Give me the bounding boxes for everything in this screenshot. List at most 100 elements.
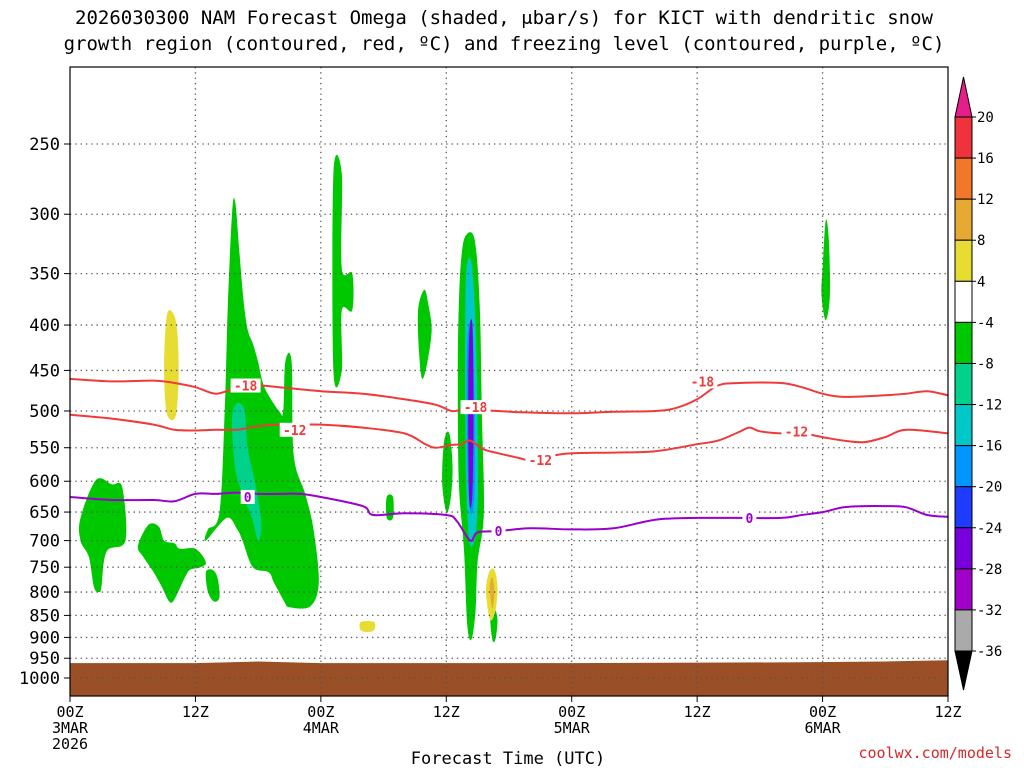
x-tick-label-0-1: 3MAR — [52, 719, 89, 737]
omega-region-3 — [204, 198, 319, 609]
omega-region-0 — [78, 478, 127, 593]
x-tick-label-5-0: 12Z — [684, 703, 711, 721]
y-tick-label-250: 250 — [29, 135, 60, 155]
contour-labels: -18 -18 -18 -12 -12 -12 0 0 0 — [230, 374, 812, 540]
omega-shaded-regions — [78, 154, 831, 643]
y-tick-label-850: 850 — [29, 606, 60, 626]
terrain-fill — [70, 660, 948, 696]
contour-label-bg-1-1 — [525, 453, 556, 468]
colorbar-band-9 — [954, 486, 973, 529]
terrain-layer — [70, 660, 948, 696]
x-tick-label-4-0: 00Z — [558, 703, 585, 721]
contour-label-1-1: -12 — [529, 454, 552, 469]
colorbar-top-arrow — [954, 76, 973, 118]
colorbar-tick-label-13: -36 — [977, 644, 1002, 660]
x-tick-label-0-0: 00Z — [56, 703, 83, 721]
x-tick-label-7-0: 12Z — [934, 703, 961, 721]
contour-line-1 — [70, 413, 948, 462]
y-tick-label-550: 550 — [29, 439, 60, 459]
colorbar: 20 16 12 8 4 -4 -8 -12 -16 -20 -24 -28 -32 -36 — [954, 76, 1002, 691]
x-tick-label-3-0: 12Z — [433, 703, 460, 721]
omega-region-4 — [231, 402, 262, 541]
x-tick-label-4-1: 5MAR — [554, 719, 591, 737]
omega-region-1 — [137, 523, 207, 603]
contour-label-0-1: -18 — [464, 401, 488, 416]
x-tick-label-1-0: 12Z — [182, 703, 209, 721]
contour-label-1-2: -12 — [785, 425, 808, 440]
contour-lines — [70, 377, 948, 542]
colorbar-band-5 — [954, 321, 973, 364]
colorbar-band-3 — [954, 239, 973, 282]
colorbar-band-2 — [954, 198, 973, 241]
x-tick-label-2-0: 00Z — [307, 703, 334, 721]
contour-label-bg-2-1 — [491, 524, 506, 539]
x-tick-label-2-1: 4MAR — [303, 719, 340, 737]
footer-credit: coolwx.com/models — [858, 744, 1012, 762]
colorbar-tick-label-5: -4 — [977, 315, 994, 331]
colorbar-band-7 — [954, 404, 973, 447]
y-tick-label-900: 900 — [29, 628, 60, 648]
plot-frame — [69, 66, 949, 697]
colorbar-tick-label-7: -12 — [977, 398, 1002, 414]
colorbar-band-10 — [954, 527, 973, 570]
omega-region-17 — [489, 577, 495, 609]
chart-subtitle: growth region (contoured, red, ºC) and f… — [64, 33, 945, 55]
colorbar-tick-label-4: 4 — [977, 274, 985, 290]
y-tick-label-650: 650 — [29, 503, 60, 523]
x-tick-label-0-2: 2026 — [52, 735, 88, 753]
y-tick-label-700: 700 — [29, 532, 60, 552]
contour-label-bg-2-2 — [742, 510, 757, 525]
omega-region-2 — [164, 310, 179, 421]
y-tick-label-750: 750 — [29, 558, 60, 578]
x-tick-label-6-1: 6MAR — [805, 719, 842, 737]
contour-label-0-2: -18 — [691, 375, 715, 390]
y-tick-label-800: 800 — [29, 583, 60, 603]
y-tick-label-500: 500 — [29, 402, 60, 422]
omega-region-6 — [332, 154, 354, 388]
y-tick-label-350: 350 — [29, 265, 60, 285]
contour-label-bg-1-0 — [279, 422, 310, 437]
contour-label-2-2: 0 — [745, 512, 753, 527]
contour-label-bg-0-0 — [230, 378, 261, 393]
contour-label-0-0: -18 — [234, 380, 258, 395]
colorbar-tick-label-3: 8 — [977, 233, 985, 249]
colorbar-tick-label-1: 16 — [977, 151, 994, 167]
contour-label-2-0: 0 — [244, 491, 252, 506]
contour-label-2-1: 0 — [495, 525, 503, 540]
contour-label-1-0: -12 — [283, 424, 306, 439]
colorbar-tick-label-2: 12 — [977, 192, 994, 208]
colorbar-tick-label-0: 20 — [977, 110, 994, 126]
colorbar-band-4 — [954, 280, 973, 323]
omega-region-8 — [385, 494, 394, 521]
contour-label-bg-0-1 — [460, 400, 491, 415]
colorbar-band-12 — [954, 609, 973, 652]
colorbar-band-6 — [954, 362, 973, 406]
contour-label-bg-1-2 — [781, 424, 812, 439]
y-tick-label-400: 400 — [29, 316, 60, 336]
colorbar-tick-label-12: -32 — [977, 603, 1002, 619]
contour-label-bg-2-0 — [240, 489, 255, 504]
colorbar-band-11 — [954, 568, 973, 611]
x-axis-label: Forecast Time (UTC) — [411, 749, 605, 768]
omega-region-9 — [359, 621, 376, 633]
omega-region-5 — [205, 569, 220, 602]
colorbar-tick-label-6: -8 — [977, 356, 994, 372]
y-tick-label-1000: 1000 — [19, 669, 60, 689]
colorbar-tick-label-11: -28 — [977, 562, 1002, 578]
omega-region-14 — [442, 431, 453, 513]
y-tick-label-300: 300 — [29, 205, 60, 225]
colorbar-band-8 — [954, 445, 973, 488]
colorbar-bottom-arrow — [954, 650, 973, 691]
grid-lines — [70, 67, 948, 696]
contour-label-bg-0-2 — [687, 374, 718, 389]
colorbar-band-0 — [954, 116, 973, 159]
colorbar-tick-label-8: -16 — [977, 439, 1002, 455]
y-tick-label-450: 450 — [29, 361, 60, 381]
omega-region-7 — [417, 289, 432, 380]
omega-region-18 — [821, 219, 831, 321]
contour-line-2 — [70, 491, 948, 542]
colorbar-tick-label-10: -24 — [977, 521, 1002, 537]
y-tick-label-600: 600 — [29, 472, 60, 492]
